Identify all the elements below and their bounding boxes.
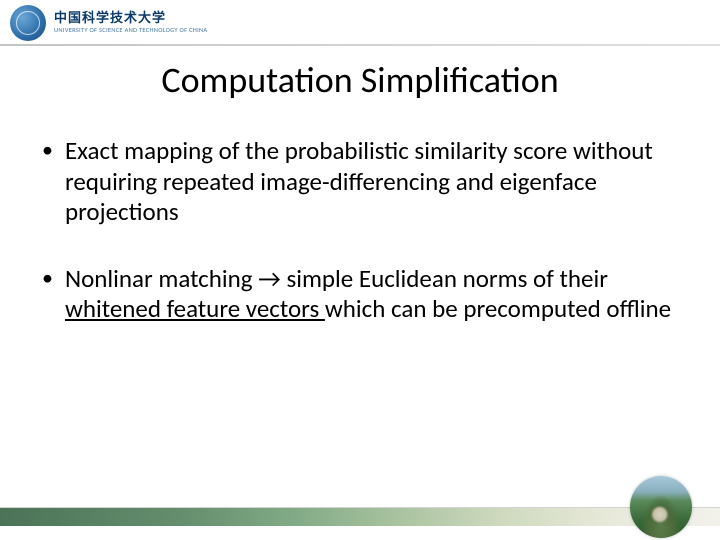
footer-photo-icon: [630, 476, 692, 538]
bullet-marker-icon: •: [42, 264, 53, 292]
slide-content: • Exact mapping of the probabilistic sim…: [0, 102, 720, 325]
footer-gradient-bar: [0, 508, 720, 526]
bullet-item: • Nonlinar matching → simple Euclidean n…: [42, 264, 678, 325]
bullet-item: • Exact mapping of the probabilistic sim…: [42, 136, 678, 228]
university-logo-icon: [10, 5, 46, 41]
footer: [0, 490, 720, 540]
bullet-text: Exact mapping of the probabilistic simil…: [65, 136, 678, 228]
bullet-text: Nonlinar matching → simple Euclidean nor…: [65, 264, 678, 325]
university-name-en: UNIVERSITY OF SCIENCE AND TECHNOLOGY OF …: [54, 27, 207, 34]
university-name-block: 中国科学技术大学 UNIVERSITY OF SCIENCE AND TECHN…: [54, 12, 207, 33]
header: 中国科学技术大学 UNIVERSITY OF SCIENCE AND TECHN…: [0, 0, 720, 46]
bullet-marker-icon: •: [42, 136, 53, 164]
slide-title: Computation Simplification: [0, 58, 720, 102]
university-name-cn: 中国科学技术大学: [54, 12, 207, 26]
